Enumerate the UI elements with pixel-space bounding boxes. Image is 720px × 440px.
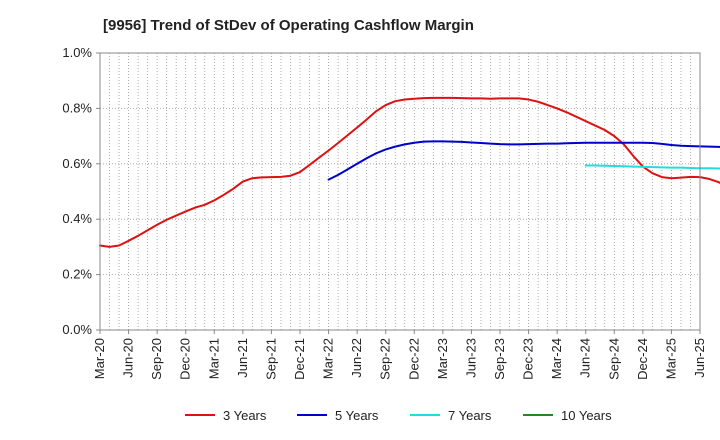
x-tick-label: Sep-22 <box>378 338 393 380</box>
gridlines <box>100 53 700 330</box>
y-tick-label: 0.6% <box>62 156 92 171</box>
series-lines <box>99 96 720 248</box>
x-tick-label: Jun-24 <box>578 338 593 378</box>
y-tick-label: 0.4% <box>62 211 92 226</box>
x-tick-label: Mar-24 <box>549 338 564 379</box>
plot-frame <box>99 52 701 331</box>
x-tick-label: Dec-22 <box>406 338 421 380</box>
x-tick-label: Mar-21 <box>206 338 221 379</box>
x-tick-label: Sep-20 <box>149 338 164 380</box>
x-tick-label: Jun-23 <box>463 338 478 378</box>
x-tick-label: Dec-20 <box>178 338 193 380</box>
x-tick-label: Sep-23 <box>492 338 507 380</box>
legend-label: 5 Years <box>335 408 379 423</box>
x-tick-label: Mar-20 <box>92 338 107 379</box>
x-tick-label: Mar-22 <box>321 338 336 379</box>
legend-label: 7 Years <box>448 408 492 423</box>
x-tick-label: Jun-22 <box>349 338 364 378</box>
y-tick-label: 1.0% <box>62 45 92 60</box>
series-line-5-years <box>327 140 720 181</box>
x-tick-label: Sep-21 <box>263 338 278 380</box>
x-tick-label: Sep-24 <box>606 338 621 380</box>
x-tick-label: Jun-20 <box>121 338 136 378</box>
x-tick-label: Jun-21 <box>235 338 250 378</box>
x-tick-label: Mar-23 <box>435 338 450 379</box>
chart-title: [9956] Trend of StDev of Operating Cashf… <box>103 17 474 34</box>
y-tick-label: 0.8% <box>62 100 92 115</box>
x-axis-ticks: Mar-20 Jun-20 Sep-20 Dec-20 Mar-21 Jun-21 Sep-… <box>92 330 707 380</box>
x-tick-label: Jun-25 <box>692 338 707 378</box>
legend-label: 3 Years <box>223 408 267 423</box>
y-axis-ticks: 0.0% 0.2% 0.4% 0.6% 0.8% 1.0% <box>62 45 100 337</box>
y-tick-label: 0.0% <box>62 322 92 337</box>
legend: 3 Years 5 Years 7 Years 10 Years <box>185 408 612 423</box>
series-line-7-years <box>584 164 720 170</box>
x-tick-label: Dec-23 <box>521 338 536 380</box>
x-tick-label: Dec-21 <box>292 338 307 380</box>
series-line-3-years <box>99 96 720 248</box>
x-tick-label: Dec-24 <box>635 338 650 380</box>
x-tick-label: Mar-25 <box>663 338 678 379</box>
y-tick-label: 0.2% <box>62 267 92 282</box>
legend-label: 10 Years <box>561 408 612 423</box>
